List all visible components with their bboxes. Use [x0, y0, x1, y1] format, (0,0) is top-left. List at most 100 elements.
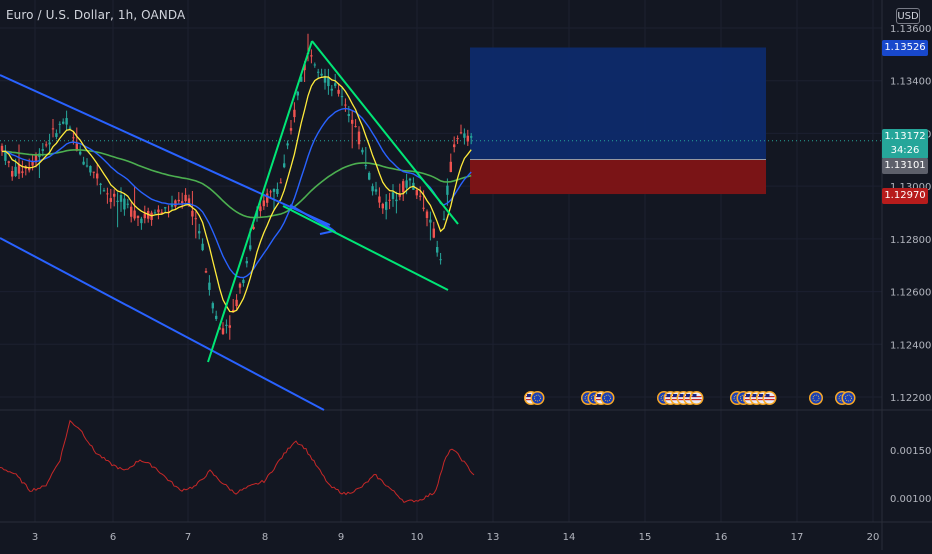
candle-body — [425, 211, 429, 218]
badge-price: 1.13101 — [884, 159, 926, 171]
candle-body — [279, 182, 282, 184]
price-axis-label: 1.12200 — [890, 393, 931, 404]
candle-body — [357, 131, 361, 145]
candle-body — [374, 189, 378, 192]
candle-body — [249, 245, 252, 250]
candle-body — [191, 210, 194, 217]
candle-body — [119, 195, 123, 202]
price-axis-label: 1.12600 — [890, 288, 931, 299]
candle-body — [85, 165, 89, 167]
candle-body — [466, 135, 469, 142]
candle-body — [289, 128, 293, 131]
candle-body — [415, 190, 418, 196]
channel-lower-line[interactable] — [0, 237, 325, 411]
eu-flag-icon — [602, 392, 613, 404]
flag-stripe — [691, 399, 702, 401]
flag-canton — [686, 394, 690, 397]
candle-body — [303, 64, 306, 71]
candle-body — [55, 133, 58, 137]
candle-body — [364, 165, 367, 167]
candle-body — [157, 209, 160, 213]
take-profit-zone[interactable] — [470, 47, 766, 160]
candle-body — [102, 190, 106, 192]
candle-body — [116, 200, 119, 202]
candle-body — [225, 324, 228, 326]
candle-body — [286, 143, 289, 146]
flag-canton — [679, 394, 684, 397]
candle-body — [34, 154, 38, 163]
candle-body — [432, 228, 435, 238]
candle-body — [62, 121, 65, 124]
candle-body — [211, 303, 214, 309]
candle-body — [340, 96, 344, 98]
candle-body — [354, 126, 357, 128]
wedge-upper-line[interactable] — [311, 40, 459, 225]
candle-body — [68, 127, 72, 129]
wedge-left-line[interactable] — [207, 40, 313, 363]
badge-price: 1.13172 — [884, 130, 926, 142]
flag-canton — [692, 394, 697, 397]
candle-body — [293, 109, 296, 118]
candle-body — [330, 88, 333, 91]
stop-price-badge: 1.12970 — [882, 188, 928, 205]
time-axis-label: 16 — [715, 532, 728, 543]
candle-body — [228, 325, 231, 328]
flag-canton — [666, 394, 671, 397]
candle-body — [344, 104, 347, 106]
candle-body — [242, 279, 245, 284]
candle-body — [283, 163, 286, 168]
candle-body — [45, 144, 48, 146]
bar-countdown: 34:26 — [890, 144, 920, 156]
candle-body — [313, 64, 316, 66]
flag-stars — [534, 394, 541, 402]
time-axis-label: 14 — [563, 532, 576, 543]
wedge-lower-line[interactable] — [282, 205, 449, 291]
candle-body — [21, 171, 24, 173]
flag-canton — [765, 394, 770, 397]
price-axis-label: 1.12400 — [890, 340, 931, 351]
candle-body — [385, 201, 388, 210]
time-axis-label: 9 — [338, 532, 344, 543]
candle-body — [164, 207, 167, 209]
currency-button[interactable]: USD — [896, 8, 920, 24]
candle-body — [388, 199, 391, 201]
candle-body — [65, 118, 68, 125]
candle-body — [79, 151, 82, 155]
candle-body — [96, 173, 99, 179]
oscillator-axis-label: 0.00150 — [890, 446, 931, 457]
badge-price: 1.13526 — [884, 41, 926, 53]
flag-canton — [527, 394, 531, 397]
candle-body — [446, 185, 449, 195]
candle-body — [453, 144, 456, 148]
candle-body — [204, 271, 208, 273]
time-axis-label: 3 — [32, 532, 38, 543]
symbol-title[interactable]: Euro / U.S. Dollar, 1h, OANDA — [6, 8, 186, 22]
candle-body — [31, 162, 34, 166]
candle-body — [99, 183, 102, 185]
candle-body — [422, 207, 425, 209]
candle-body — [14, 166, 17, 177]
candle-body — [323, 75, 327, 83]
candle-body — [123, 198, 126, 210]
price-axis-label: 1.13600 — [890, 24, 931, 35]
candle-body — [28, 167, 31, 171]
candle-body — [381, 203, 384, 209]
candle-body — [194, 218, 197, 220]
candle-body — [269, 191, 272, 193]
candle-body — [436, 247, 439, 253]
candle-body — [235, 299, 238, 307]
candle-body — [252, 226, 255, 230]
candle-body — [170, 203, 174, 207]
candle-body — [317, 71, 320, 73]
candle-body — [184, 194, 187, 202]
eu-flag-icon — [810, 392, 822, 404]
channel-upper-line[interactable] — [0, 74, 331, 226]
candle-body — [7, 161, 10, 163]
candle-body — [58, 123, 61, 125]
price-axis-label: 1.13400 — [890, 77, 931, 88]
candle-body — [402, 181, 405, 193]
stop-loss-zone[interactable] — [470, 159, 766, 195]
